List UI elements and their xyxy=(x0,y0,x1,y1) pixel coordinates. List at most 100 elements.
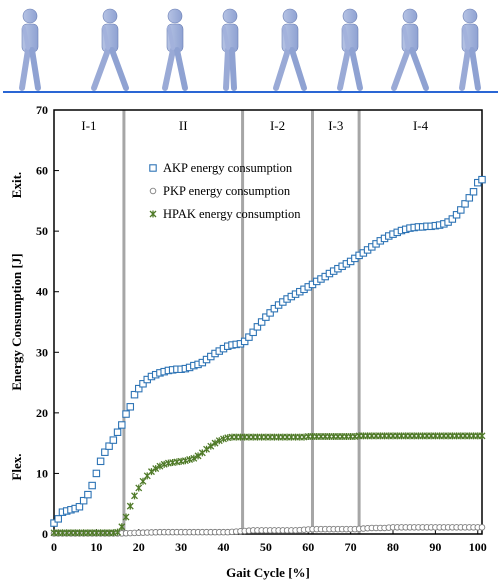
data-point xyxy=(122,513,130,521)
y-tick-label: 50 xyxy=(36,224,48,238)
data-point xyxy=(181,457,189,465)
data-point xyxy=(469,188,478,196)
phase-label: I-1 xyxy=(81,118,96,133)
data-point xyxy=(211,439,219,447)
data-point xyxy=(152,465,160,473)
walker-figure xyxy=(337,8,363,91)
walker-figure xyxy=(273,8,307,91)
legend-item: PKP energy consumption xyxy=(149,184,291,198)
phase-labels: I-1 II I-2 I-3 I-4 xyxy=(81,118,428,133)
y-tick-label: 60 xyxy=(36,164,48,178)
legend-label: PKP energy consumption xyxy=(163,184,291,198)
data-point xyxy=(131,492,138,500)
y-axis-ticks: 0 10 20 30 40 50 60 70 xyxy=(36,103,59,541)
data-point xyxy=(88,481,96,490)
legend-item: AKP energy consumption xyxy=(149,161,293,175)
data-point xyxy=(126,403,135,411)
x-tick-label: 30 xyxy=(175,540,187,554)
data-point xyxy=(118,421,126,429)
data-point xyxy=(465,194,474,202)
legend-marker xyxy=(149,164,157,172)
data-point xyxy=(96,457,105,466)
data-point xyxy=(452,211,461,219)
data-point xyxy=(215,437,223,445)
data-point xyxy=(114,528,122,536)
data-point xyxy=(118,523,126,531)
data-point xyxy=(203,445,211,453)
data-point xyxy=(135,384,143,393)
phase-label: I-4 xyxy=(413,118,429,133)
data-point xyxy=(113,428,122,436)
data-point xyxy=(186,455,194,463)
phase-boundaries xyxy=(122,110,361,534)
data-point xyxy=(75,502,84,511)
series-square xyxy=(50,175,486,527)
data-point xyxy=(122,410,130,418)
data-point xyxy=(240,337,249,346)
x-tick-label: 100 xyxy=(469,540,487,554)
walker-figure xyxy=(19,8,41,91)
x-tick-label: 90 xyxy=(429,540,441,554)
data-point xyxy=(478,524,486,531)
y-tick-label: 0 xyxy=(42,527,48,541)
data-point xyxy=(461,200,469,208)
data-point xyxy=(54,515,62,523)
y-tick-label: 10 xyxy=(36,466,48,480)
legend: AKP energy consumption PKP energy consump… xyxy=(149,161,301,221)
phase-label: II xyxy=(179,118,188,133)
data-point xyxy=(156,462,164,470)
legend-item: HPAK energy consumption xyxy=(149,207,301,221)
x-tick-label: 70 xyxy=(345,540,357,554)
legend-marker xyxy=(149,187,157,195)
walker-figure xyxy=(91,8,129,91)
data-point xyxy=(130,390,139,399)
data-point xyxy=(249,328,257,337)
walker-figure xyxy=(459,8,481,91)
data-point xyxy=(207,442,215,450)
data-point xyxy=(84,490,92,499)
x-tick-label: 60 xyxy=(302,540,314,554)
data-point xyxy=(253,323,262,331)
data-point xyxy=(126,502,134,510)
phase-label: I-2 xyxy=(270,118,285,133)
gait-phase-illustration xyxy=(19,8,481,91)
data-point xyxy=(139,477,147,485)
x-tick-label: 10 xyxy=(90,540,102,554)
y-tick-label: 70 xyxy=(36,103,48,117)
data-point xyxy=(262,313,270,321)
data-point xyxy=(478,175,486,184)
x-axis-ticks: 0 10 20 30 40 50 60 70 80 90 100 xyxy=(51,529,487,554)
walker-figure xyxy=(221,8,239,91)
data-point xyxy=(79,496,88,505)
data-point xyxy=(257,318,266,326)
data-point xyxy=(194,452,202,460)
y-tick-label: 20 xyxy=(36,406,48,420)
legend-marker xyxy=(149,210,157,218)
data-point xyxy=(101,448,109,456)
y-axis-label-extension: Exit. xyxy=(9,172,24,198)
series-layer xyxy=(50,175,486,537)
data-point xyxy=(109,436,118,444)
data-point xyxy=(190,454,198,462)
data-point xyxy=(220,435,227,443)
data-point xyxy=(160,460,168,468)
data-point xyxy=(105,442,113,450)
x-tick-label: 20 xyxy=(133,540,145,554)
data-point xyxy=(50,519,58,527)
data-point xyxy=(245,333,253,341)
x-tick-label: 80 xyxy=(387,540,399,554)
walker-figure xyxy=(162,8,188,91)
walker-figure xyxy=(391,8,429,91)
y-tick-label: 30 xyxy=(36,345,48,359)
data-point xyxy=(448,215,457,223)
data-point xyxy=(266,309,274,317)
data-point xyxy=(135,484,143,492)
data-point xyxy=(139,380,147,388)
y-tick-label: 40 xyxy=(36,285,48,299)
data-point xyxy=(457,206,465,214)
data-point xyxy=(148,468,155,476)
legend-label: HPAK energy consumption xyxy=(163,207,301,221)
x-tick-label: 0 xyxy=(51,540,57,554)
